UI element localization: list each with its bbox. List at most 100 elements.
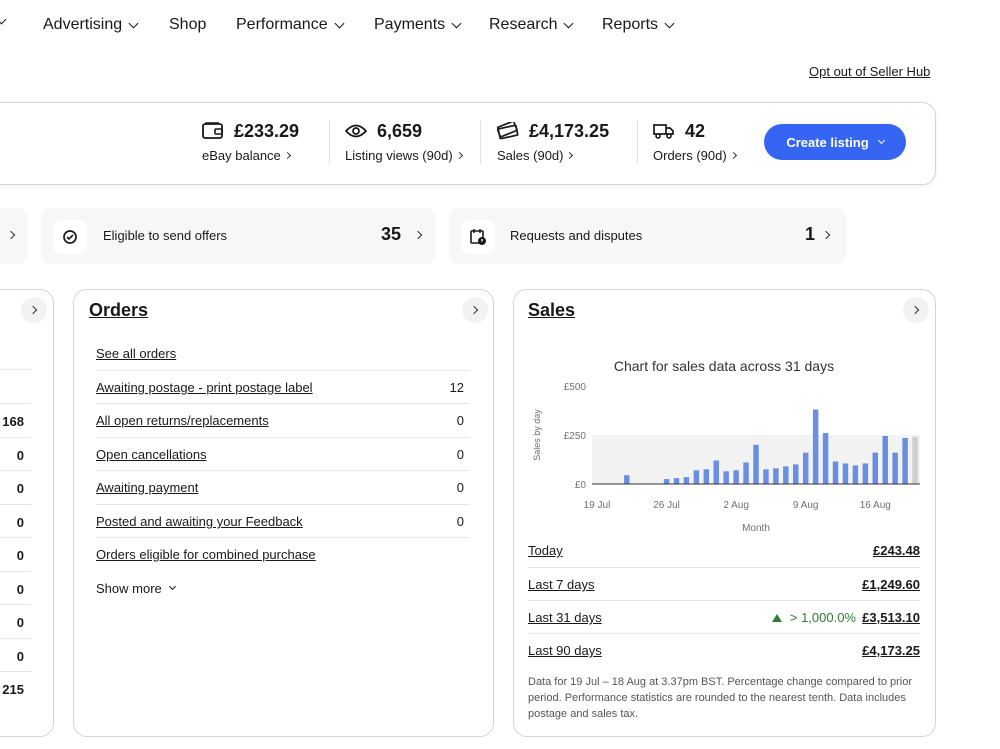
period-link[interactable]: Last 90 days (528, 643, 602, 658)
bar (793, 464, 799, 484)
create-listing-button[interactable]: Create listing (764, 124, 906, 160)
period-amount[interactable]: £243.48 (873, 543, 920, 558)
nav-advertising[interactable]: Advertising (43, 16, 139, 34)
chevron-down-icon (168, 582, 176, 591)
offers-icon-box (53, 220, 87, 254)
nav-performance[interactable]: Performance (236, 16, 345, 34)
order-row-count: 0 (456, 514, 464, 529)
order-row-count: 0 (456, 447, 464, 462)
sales-expand-button[interactable] (903, 297, 929, 323)
order-row-link[interactable]: All open returns/replacements (96, 413, 269, 428)
disputes-label: Requests and disputes (510, 228, 643, 243)
offers-card[interactable]: Eligible to send offers 35 (41, 208, 436, 264)
chevron-down-icon[interactable] (0, 14, 7, 25)
list-item: 215 (0, 671, 31, 705)
partial-card[interactable] (0, 208, 28, 264)
period-link[interactable]: Last 31 days (528, 610, 602, 625)
orders-panel (73, 289, 494, 737)
list-value: 0 (16, 481, 24, 496)
sales-row-today: Today £243.48 (528, 534, 920, 567)
sales-link[interactable]: Sales (90d) (497, 148, 609, 163)
order-row-link[interactable]: Posted and awaiting your Feedback (96, 514, 303, 529)
nav-label: Shop (169, 16, 207, 33)
order-row-link[interactable]: Awaiting postage - print postage label (96, 380, 313, 395)
show-more-button[interactable]: Show more (96, 581, 176, 596)
percent-change: > 1,000.0% (771, 610, 856, 625)
bar (624, 475, 630, 484)
order-row-link[interactable]: Open cancellations (96, 447, 207, 462)
divider (637, 120, 638, 164)
period-amount[interactable]: £3,513.10 (862, 610, 920, 625)
order-row-link[interactable]: Awaiting payment (96, 480, 199, 495)
views-value: 6,659 (377, 120, 423, 141)
opt-out-link[interactable]: Opt out of Seller Hub (809, 64, 931, 79)
views-link[interactable]: Listing views (90d) (345, 148, 463, 163)
bar (902, 437, 908, 484)
list-value: 0 (16, 515, 24, 530)
nav-payments[interactable]: Payments (374, 16, 462, 34)
list-value: 168 (2, 414, 24, 429)
list-item: 0 (0, 638, 31, 672)
chevron-down-icon (451, 18, 462, 28)
orders-expand-button[interactable] (462, 297, 488, 323)
offers-count: 35 (381, 224, 402, 244)
nav-label: Reports (602, 16, 659, 33)
stat-orders: 42 Orders (90d) (653, 118, 737, 163)
table-row: Posted and awaiting your Feedback 0 (96, 504, 470, 537)
sales-row-90d: Last 90 days £4,173.25 (528, 633, 920, 666)
wallet-icon (202, 122, 223, 139)
see-all-orders-link[interactable]: See all orders (96, 346, 177, 361)
nav-label: Performance (236, 16, 328, 33)
nav-shop[interactable]: Shop (169, 16, 206, 34)
order-row-link[interactable]: Orders eligible for combined purchase (96, 547, 316, 562)
disputes-card[interactable]: Requests and disputes 1 (449, 208, 846, 264)
offer-tag-icon (63, 230, 77, 244)
sales-row-31d: Last 31 days > 1,000.0% £3,513.10 (528, 600, 920, 633)
orders-link[interactable]: Orders (90d) (653, 148, 737, 163)
divider (480, 120, 481, 164)
bar (882, 435, 888, 484)
divider (329, 120, 330, 164)
left-panel-expand-button[interactable] (21, 297, 47, 323)
nav-research[interactable]: Research (489, 16, 574, 34)
bar (773, 468, 779, 484)
x-tick-label: 16 Aug (860, 500, 891, 511)
bar (763, 469, 769, 484)
table-row: Awaiting payment 0 (96, 470, 470, 503)
nav-reports[interactable]: Reports (602, 16, 675, 34)
bar (862, 463, 869, 484)
sales-title[interactable]: Sales (528, 300, 576, 320)
bar (872, 452, 879, 484)
orders-value: 42 (685, 120, 706, 141)
orders-title[interactable]: Orders (89, 300, 149, 320)
y-tick-label: £0 (575, 480, 587, 491)
balance-label: eBay balance (202, 148, 281, 163)
sales-footnote: Data for 19 Jul – 18 Aug at 3.37pm BST. … (528, 676, 913, 720)
chevron-right-icon (910, 305, 919, 315)
arrow-up-icon (771, 614, 782, 622)
chevron-right-icon (413, 230, 423, 240)
period-amount[interactable]: £4,173.25 (862, 643, 920, 658)
chevron-right-icon (283, 151, 291, 160)
nav-label: Research (489, 16, 558, 33)
table-row: Awaiting postage - print postage label 1… (96, 370, 470, 403)
chevron-right-icon (28, 305, 37, 315)
eye-icon (345, 124, 367, 138)
period-link[interactable]: Last 7 days (528, 577, 595, 592)
sales-value: £4,173.25 (529, 120, 610, 141)
period-amount[interactable]: £1,249.60 (862, 577, 920, 592)
period-link[interactable]: Today (528, 543, 563, 558)
offers-label: Eligible to send offers (103, 228, 228, 243)
sales-label: Sales (90d) (497, 148, 564, 163)
chevron-down-icon (128, 18, 139, 28)
sales-chart: £0 £250 £500 Sales by day 19 Jul 26 Jul 2 Aug 9… (532, 382, 920, 534)
chevron-down-icon (664, 18, 675, 28)
bar (663, 479, 670, 484)
stat-views: 6,659 Listing views (90d) (345, 118, 463, 163)
summary-bar (0, 102, 936, 185)
chevron-right-icon (469, 305, 478, 315)
list-item: 0 (0, 604, 31, 638)
stat-balance: £233.29 eBay balance (202, 118, 299, 164)
balance-link[interactable]: eBay balance (202, 148, 299, 163)
chevron-down-icon (877, 136, 885, 144)
